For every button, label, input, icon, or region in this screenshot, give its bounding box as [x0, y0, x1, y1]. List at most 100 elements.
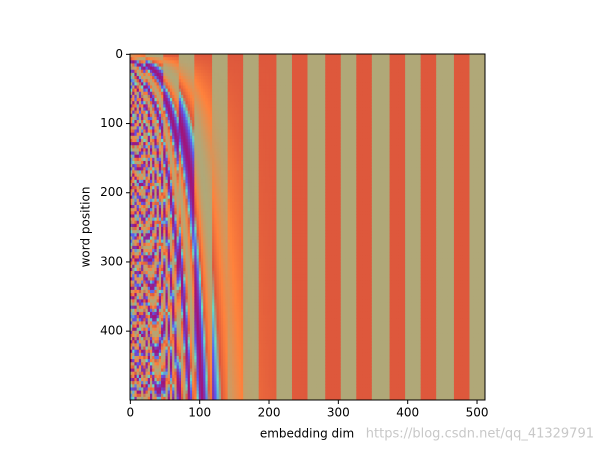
heatmap-cell [152, 107, 155, 112]
heatmap-cell [143, 340, 146, 344]
heatmap-cell [138, 198, 142, 203]
heatmap-cell [136, 371, 140, 376]
heatmap-cell [132, 387, 135, 391]
heatmap-cell [152, 79, 155, 83]
heatmap-cell [136, 365, 140, 369]
heatmap-cell [130, 116, 133, 121]
heatmap-cell [145, 318, 149, 322]
heatmap-cell [130, 333, 133, 338]
heatmap-cell [134, 318, 138, 322]
heatmap-cell [141, 271, 144, 275]
heatmap-cell [132, 365, 135, 369]
heatmap-cell [141, 182, 144, 187]
heatmap-cell [136, 195, 140, 200]
heatmap-cell [132, 110, 135, 115]
heatmap-cell [149, 346, 153, 351]
heatmap-cell [147, 217, 151, 222]
heatmap-cell [132, 261, 135, 266]
heatmap-cell [141, 201, 144, 206]
heatmap-cell [145, 340, 149, 344]
heatmap-cell [143, 208, 146, 212]
heatmap-cell [136, 340, 140, 344]
heatmap-cell [132, 148, 135, 152]
heatmap-cell [136, 211, 140, 215]
heatmap-cell [147, 145, 151, 149]
heatmap-cell [136, 72, 140, 77]
heatmap-cell [143, 154, 146, 159]
heatmap-cell [145, 387, 149, 391]
heatmap-cell [134, 239, 138, 244]
heatmap-cell [138, 315, 142, 319]
heatmap-cell [132, 82, 135, 86]
heatmap-cell [138, 142, 142, 146]
heatmap-cell [152, 230, 155, 234]
heatmap-cell [130, 362, 133, 366]
heatmap-cell [147, 198, 151, 203]
heatmap-cell [152, 182, 155, 187]
heatmap-cell [147, 164, 151, 168]
heatmap-cell [149, 157, 153, 162]
heatmap-cell [141, 189, 144, 193]
heatmap-cell [134, 201, 138, 206]
heatmap-cell [132, 79, 135, 83]
heatmap-cell [152, 286, 155, 291]
heatmap-cell [147, 66, 151, 71]
heatmap-cell [141, 396, 144, 401]
heatmap-cell [138, 318, 142, 322]
heatmap-cell [136, 333, 140, 338]
heatmap-cell [134, 160, 138, 165]
heatmap-cell [152, 123, 155, 127]
heatmap-cell [152, 189, 155, 193]
heatmap-cell [147, 393, 151, 398]
heatmap-cell [138, 72, 142, 77]
heatmap-cell [134, 54, 138, 58]
heatmap-cell [141, 324, 144, 329]
heatmap-cell [134, 245, 138, 250]
heatmap-cell [141, 327, 144, 332]
heatmap-cell [149, 113, 153, 118]
heatmap-cell [145, 223, 149, 228]
heatmap-cell [141, 252, 144, 256]
heatmap-cell [145, 186, 149, 190]
heatmap-cell [152, 261, 155, 266]
heatmap-cell [136, 337, 140, 341]
heatmap-cell [147, 76, 151, 80]
heatmap-cell [130, 63, 133, 67]
heatmap-cell [143, 211, 146, 215]
heatmap-cell [141, 135, 144, 140]
heatmap-cell [147, 230, 151, 234]
heatmap-cell [145, 79, 149, 83]
heatmap-cell [138, 116, 142, 121]
heatmap-cell [130, 274, 133, 278]
heatmap-cell [136, 116, 140, 121]
heatmap-cell [138, 333, 142, 338]
heatmap-cell [134, 126, 138, 130]
heatmap-cell [145, 359, 149, 363]
heatmap-cell [136, 315, 140, 319]
heatmap-cell [138, 167, 142, 171]
heatmap-cell [141, 371, 144, 376]
heatmap-cell [143, 104, 146, 108]
heatmap-cell [132, 393, 135, 398]
heatmap-cell [147, 258, 151, 262]
heatmap-cell [138, 280, 142, 285]
heatmap-cell [138, 296, 142, 300]
heatmap-cell [138, 170, 142, 174]
heatmap-cell [130, 280, 133, 285]
heatmap-cell [138, 151, 142, 156]
heatmap-cell [130, 390, 133, 395]
heatmap-cell [130, 104, 133, 108]
heatmap-cell [147, 286, 151, 291]
heatmap-cell [138, 327, 142, 332]
heatmap-cell [149, 182, 153, 187]
heatmap-cell [130, 214, 133, 218]
heatmap-cell [138, 377, 142, 382]
heatmap-cell [136, 126, 140, 130]
heatmap-cell [147, 274, 151, 278]
heatmap-cell [143, 396, 146, 401]
heatmap-cell [130, 318, 133, 322]
heatmap-cell [149, 337, 153, 341]
heatmap-cell [149, 94, 153, 99]
heatmap-cell [143, 349, 146, 354]
heatmap-cell [134, 85, 138, 89]
